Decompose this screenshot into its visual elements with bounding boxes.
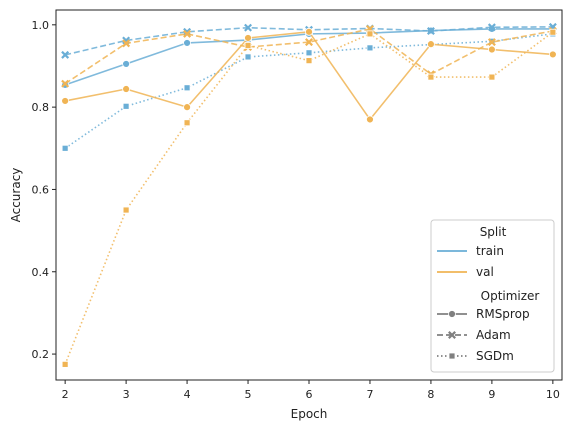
y-axis-label: Accuracy <box>9 168 23 223</box>
x-tick-label: 9 <box>488 388 495 401</box>
data-point <box>548 50 557 59</box>
data-point <box>427 40 435 49</box>
legend-marker-rmsprop <box>448 310 456 318</box>
data-point <box>183 119 191 127</box>
x-tick-label: 8 <box>427 388 434 401</box>
data-point <box>487 38 496 47</box>
data-point <box>427 73 435 81</box>
data-point <box>487 45 496 54</box>
data-point <box>61 360 69 368</box>
data-point <box>366 30 374 38</box>
data-point <box>305 38 313 47</box>
legend-marker-sgdm <box>448 352 456 360</box>
legend-label-rmsprop: RMSprop <box>476 307 530 321</box>
y-tick-label: 0.2 <box>32 348 50 361</box>
x-tick-label: 7 <box>366 388 373 401</box>
x-tick-label: 10 <box>546 388 560 401</box>
data-point <box>183 84 191 92</box>
series-val-sgdm <box>61 28 557 368</box>
data-point <box>487 23 496 32</box>
data-point <box>488 73 496 81</box>
data-point <box>183 103 191 112</box>
data-point <box>122 206 130 214</box>
legend-label-val: val <box>476 265 494 279</box>
data-point <box>366 115 374 124</box>
x-tick-label: 2 <box>62 388 69 401</box>
x-tick-label: 6 <box>306 388 313 401</box>
legend-label-train: train <box>476 244 504 258</box>
data-point <box>244 41 252 49</box>
data-point <box>244 53 252 61</box>
legend-title-optimizer: Optimizer <box>481 289 540 303</box>
data-point <box>426 27 435 35</box>
data-point <box>61 50 70 59</box>
data-point <box>549 28 557 36</box>
x-tick-label: 3 <box>123 388 130 401</box>
data-point <box>366 44 374 52</box>
legend-label-adam: Adam <box>476 328 511 342</box>
series-layer <box>61 22 557 368</box>
series-line <box>64 28 553 85</box>
y-tick-label: 0.4 <box>32 266 50 279</box>
data-point <box>244 23 253 32</box>
data-point <box>122 85 131 93</box>
series-line <box>64 31 554 365</box>
data-point <box>61 144 69 152</box>
legend: Split Optimizer train val RMSprop Adam SGDm <box>430 219 555 373</box>
series-val-rmsprop <box>61 27 557 124</box>
data-point <box>122 60 131 68</box>
data-point <box>61 97 70 105</box>
x-tick-label: 4 <box>184 388 191 401</box>
legend-title-split: Split <box>480 225 507 239</box>
data-point <box>244 34 252 42</box>
y-tick-label: 0.8 <box>32 101 50 114</box>
data-point <box>305 57 313 65</box>
data-point <box>183 39 191 47</box>
y-tick-label: 1.0 <box>32 19 50 32</box>
x-axis-label: Epoch <box>291 407 328 421</box>
data-point <box>183 29 192 38</box>
y-axis: 0.2 0.4 0.6 0.8 1.0 <box>32 19 56 361</box>
legend-marker-adam <box>448 331 456 339</box>
x-axis: 2 3 4 5 6 7 8 9 10 <box>62 380 560 401</box>
data-point <box>122 39 131 48</box>
data-point <box>305 49 313 57</box>
data-point <box>305 27 313 36</box>
data-point <box>122 102 130 110</box>
legend-box <box>430 219 555 373</box>
data-point <box>61 79 70 88</box>
legend-label-sgdm: SGDm <box>476 349 514 363</box>
x-tick-label: 5 <box>245 388 252 401</box>
y-tick-label: 0.6 <box>32 183 50 196</box>
